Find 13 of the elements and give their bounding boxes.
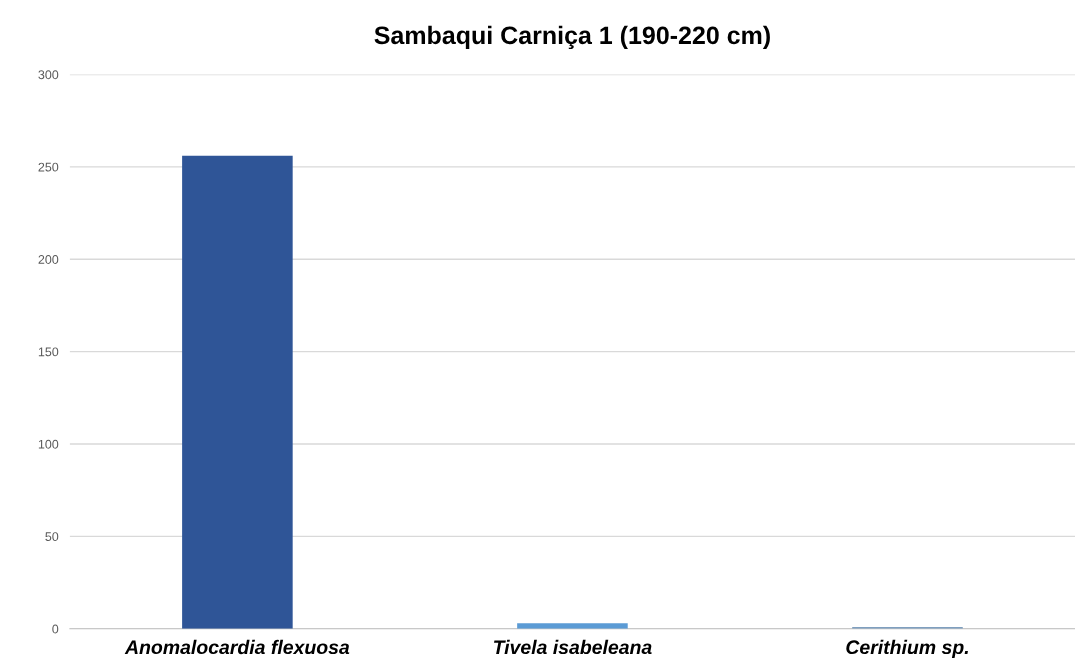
chart-title: Sambaqui Carniça 1 (190-220 cm) [374,25,770,50]
y-tick-label: 200 [38,255,59,264]
x-tick-label: Tivela isabeleana [494,639,652,655]
y-tick-label: 0 [52,624,59,634]
y-tick-label: 50 [45,532,59,542]
bar [517,623,628,629]
y-tick-label: 150 [38,347,59,357]
bar [182,155,293,629]
y-tick-label: 250 [38,162,59,172]
x-tick-label: Anomalocardia flexuosa [124,639,350,655]
y-tick-label: 300 [38,70,59,80]
y-tick-label: 100 [38,439,59,449]
x-tick-label: Cerithium sp. [846,639,968,658]
